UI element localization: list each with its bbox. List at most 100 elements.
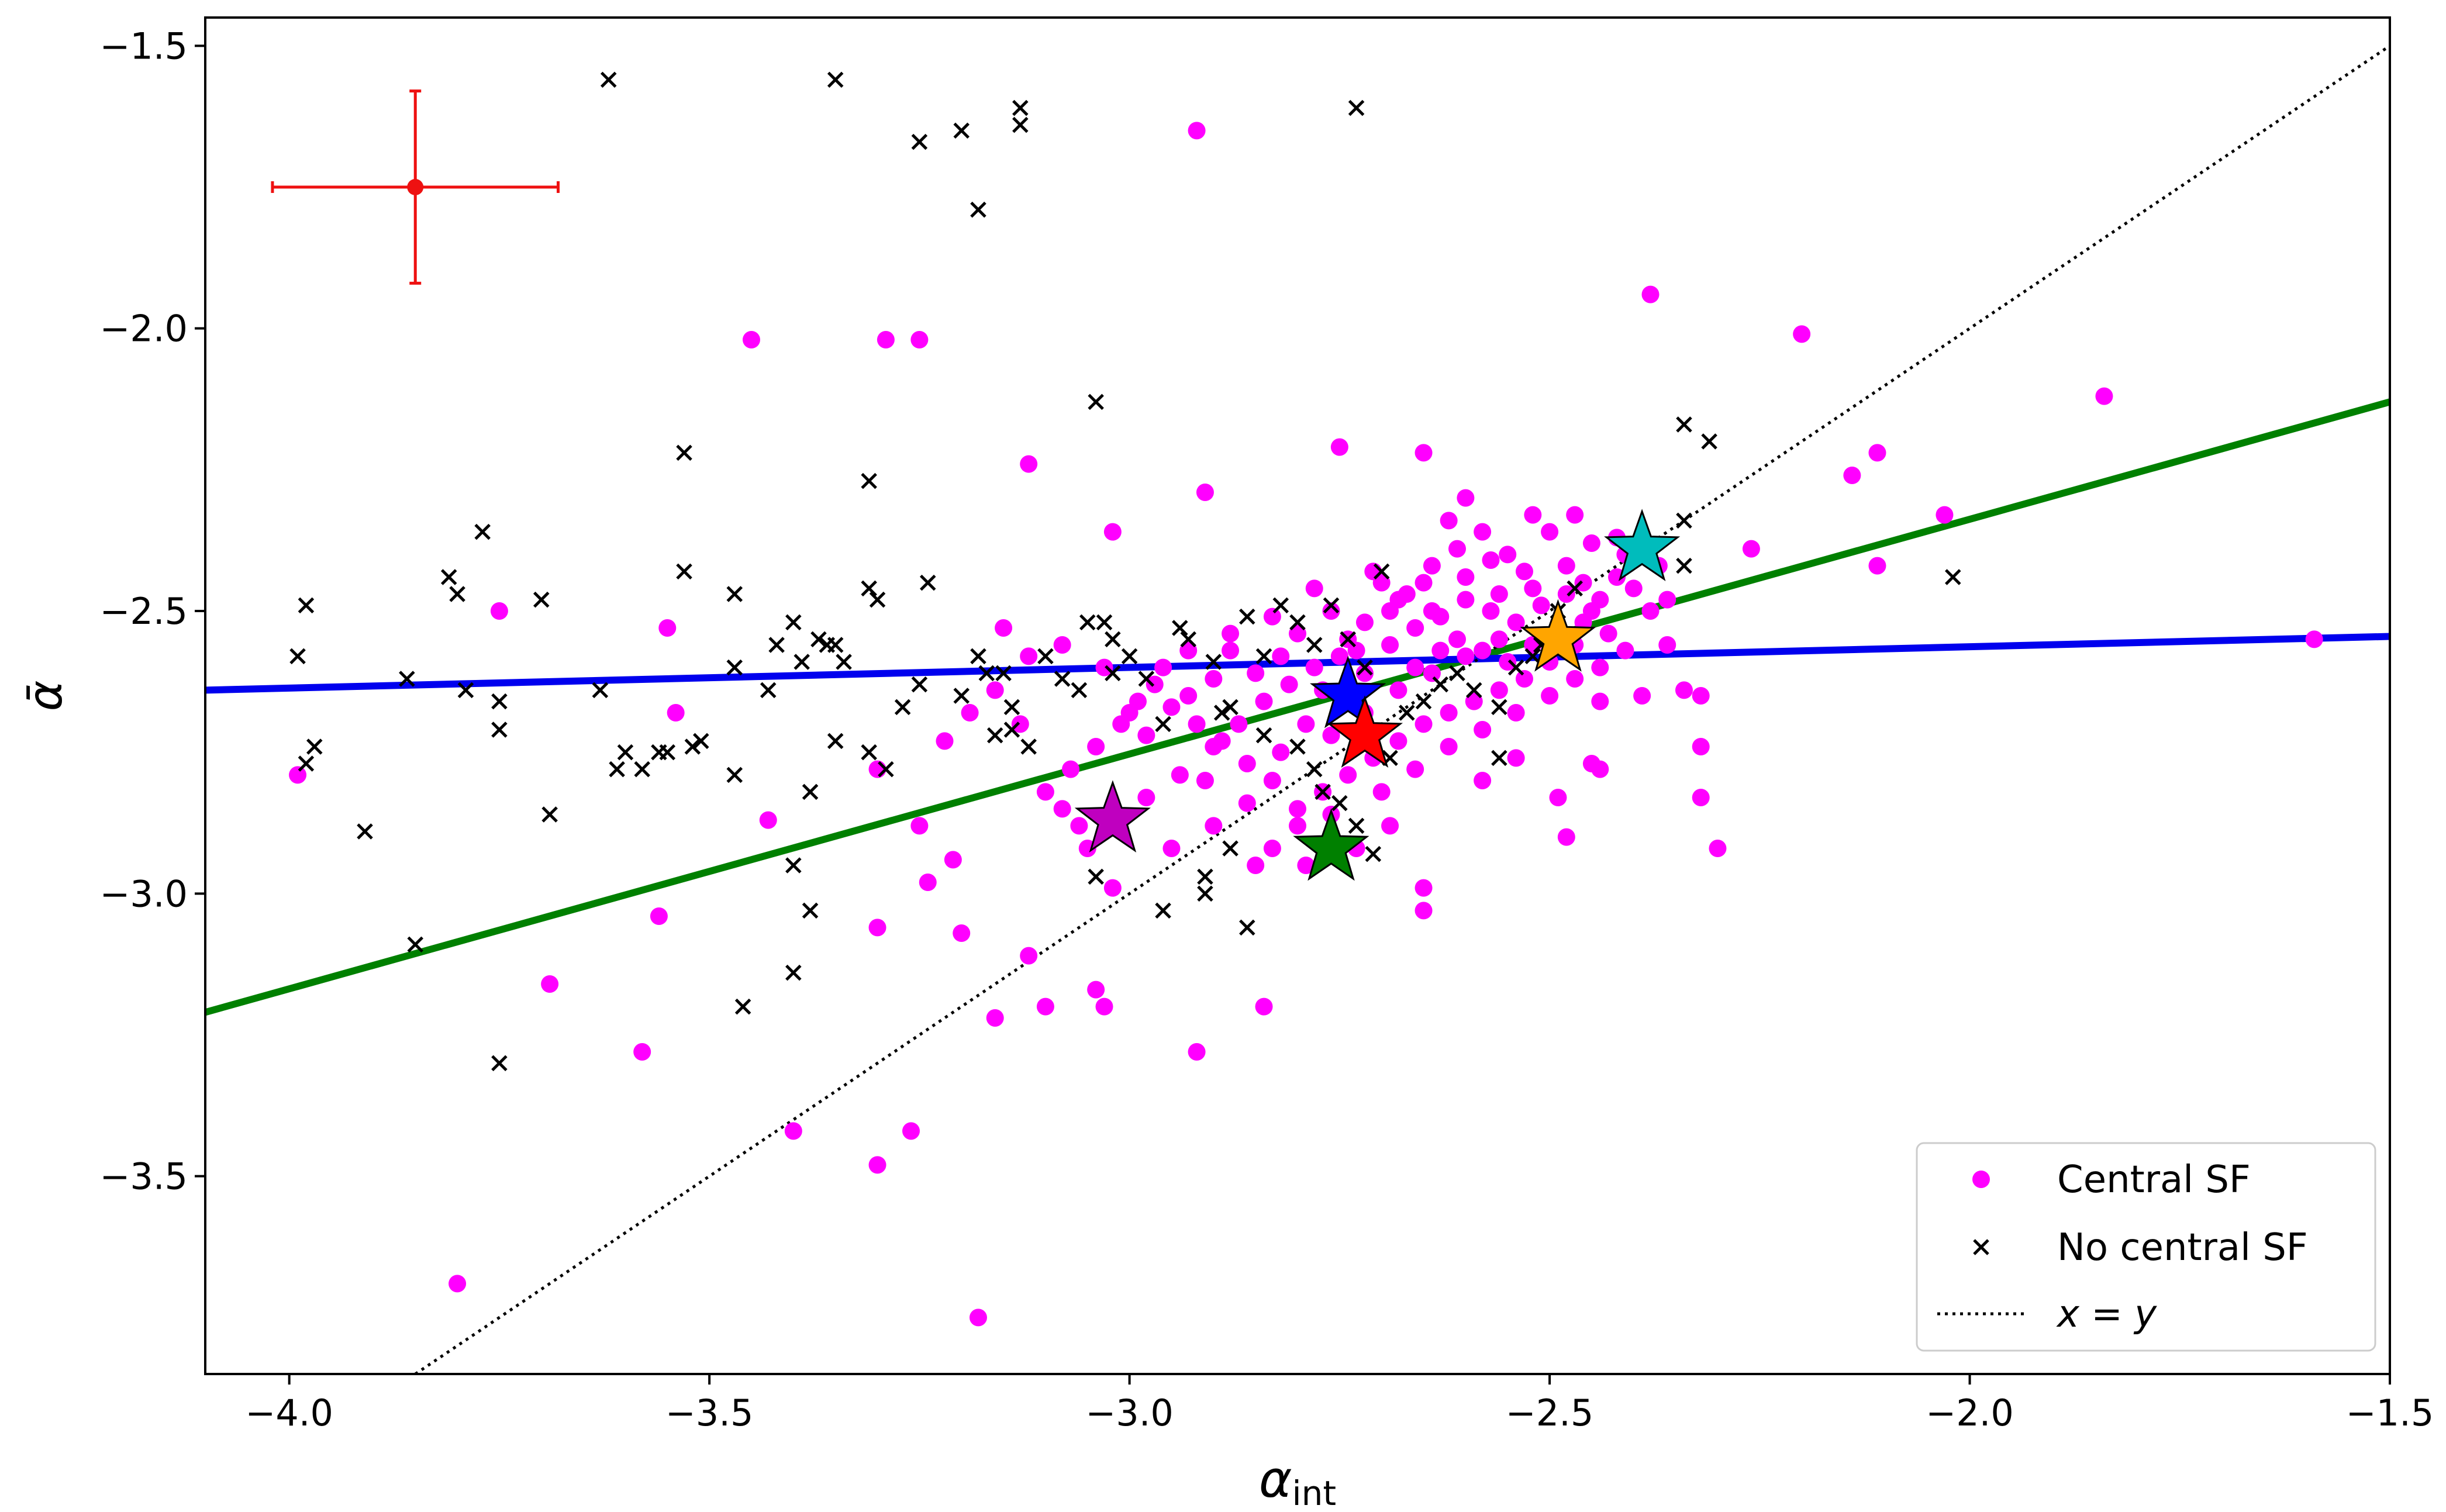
cross-stroke	[861, 744, 877, 761]
central-sf-point	[490, 602, 508, 620]
central-sf-point	[1599, 624, 1617, 643]
legend: Central SF No central SF x = y	[1916, 1142, 2376, 1352]
no-central-sf-point	[1676, 557, 1692, 574]
central-sf-point	[1213, 732, 1231, 750]
central-sf-point	[1322, 602, 1340, 620]
cross-stroke	[289, 648, 306, 665]
central-sf-point	[1196, 772, 1214, 789]
no-central-sf-point	[1676, 416, 1692, 433]
central-sf-point	[1936, 506, 1954, 524]
no-central-sf-point	[1449, 665, 1465, 682]
central-sf-point	[1154, 658, 1172, 676]
central-sf-point	[1624, 579, 1643, 598]
central-sf-point	[1137, 726, 1155, 744]
central-sf-point	[1095, 997, 1113, 1016]
no-central-sf-point	[1365, 845, 1382, 862]
legend-label: x = y	[2056, 1293, 2157, 1336]
fit-lines	[205, 44, 2390, 1374]
central-sf-point	[1272, 743, 1290, 761]
no-central-sf-points	[289, 71, 1961, 1072]
cross-stroke	[1172, 620, 1188, 636]
cross-stroke	[1096, 614, 1113, 631]
no-central-sf-point	[861, 744, 877, 761]
central-sf-point	[1188, 1043, 1206, 1061]
no-central-sf-point	[298, 597, 315, 614]
y-tick-label: −3.0	[99, 872, 188, 915]
central-sf-point	[1087, 738, 1105, 755]
central-sf-point	[1591, 591, 1609, 609]
no-central-sf-point	[1399, 705, 1415, 721]
central-sf-point	[1297, 857, 1315, 874]
central-sf-point	[961, 704, 979, 722]
no-central-sf-point	[1306, 637, 1323, 653]
cross-stroke	[1399, 705, 1415, 721]
cross-stroke	[1491, 750, 1507, 767]
central-sf-point	[1423, 602, 1441, 620]
central-sf-point	[1415, 715, 1433, 733]
star-markers	[1074, 509, 1681, 881]
central-sf-point	[1381, 636, 1399, 654]
no-central-sf-point	[1348, 99, 1365, 116]
x-tick-label: −1.5	[2346, 1392, 2434, 1434]
cross-stroke	[1205, 654, 1222, 670]
central-sf-point	[1474, 721, 1492, 738]
no-central-sf-point	[1012, 99, 1029, 116]
central-sf-point	[667, 704, 685, 722]
no-central-sf-point	[1054, 671, 1071, 687]
cross-stroke	[970, 201, 986, 218]
no-central-sf-point	[1340, 631, 1356, 648]
no-central-sf-point	[1222, 840, 1238, 857]
no-central-sf-point	[978, 665, 995, 682]
central-sf-point	[1507, 613, 1525, 631]
no-central-sf-point	[1432, 676, 1449, 693]
no-central-sf-point	[1331, 795, 1348, 812]
cross-stroke	[1155, 902, 1171, 919]
central-sf-point	[1415, 574, 1433, 592]
cross-stroke	[726, 767, 743, 783]
central-sf-point	[1222, 641, 1240, 660]
x-tick-label: −3.0	[1085, 1392, 1174, 1434]
no-central-sf-point	[785, 857, 802, 874]
central-sf-point	[1355, 664, 1374, 682]
central-sf-point	[1053, 636, 1071, 654]
cross-stroke	[726, 659, 743, 676]
cross-stroke	[1239, 919, 1255, 936]
no-central-sf-point	[1945, 569, 1961, 585]
cross-stroke	[592, 682, 609, 699]
central-sf-point	[1658, 636, 1676, 654]
central-sf-point	[995, 619, 1013, 637]
central-sf-point	[1297, 715, 1315, 733]
central-sf-point	[1431, 641, 1450, 660]
errorbar-center	[407, 179, 424, 195]
no-central-sf-point	[1138, 671, 1155, 687]
y-tick-label: −2.0	[99, 308, 188, 350]
central-sf-point	[1247, 857, 1265, 874]
central-sf-point	[902, 1122, 920, 1140]
no-central-sf-point	[1197, 885, 1213, 902]
cross-stroke	[1121, 648, 1138, 665]
central-sf-point	[1507, 704, 1525, 722]
central-sf-point	[1263, 607, 1281, 626]
cross-stroke	[1973, 1239, 1989, 1255]
no-central-sf-point	[1357, 659, 1373, 676]
no-central-sf-point	[894, 699, 911, 716]
cross-stroke	[785, 614, 802, 631]
central-sf-point	[1053, 800, 1071, 818]
no-central-sf-point	[600, 71, 617, 88]
no-central-sf-point	[810, 631, 827, 648]
central-sf-point	[1347, 641, 1365, 660]
central-sf-point	[1011, 715, 1029, 733]
no-central-sf-point	[1071, 682, 1088, 699]
no-central-sf-point	[1415, 693, 1432, 710]
green-fit-line	[205, 398, 2390, 1016]
axes: −4.0 −3.5 −3.0 −2.5 −2.0 −1.5 −1.5 −2.0 −2.5 −3.0…	[99, 16, 2434, 1434]
central-sf-point	[1440, 512, 1458, 530]
no-central-sf-point	[734, 998, 751, 1015]
no-central-sf-point	[533, 591, 550, 608]
cross-stroke	[357, 823, 373, 840]
no-central-sf-point	[1491, 750, 1507, 767]
central-sf-point	[1389, 681, 1407, 699]
central-sf-point	[1675, 681, 1693, 699]
no-central-sf-point	[474, 523, 491, 540]
cross-stroke	[1348, 99, 1365, 116]
